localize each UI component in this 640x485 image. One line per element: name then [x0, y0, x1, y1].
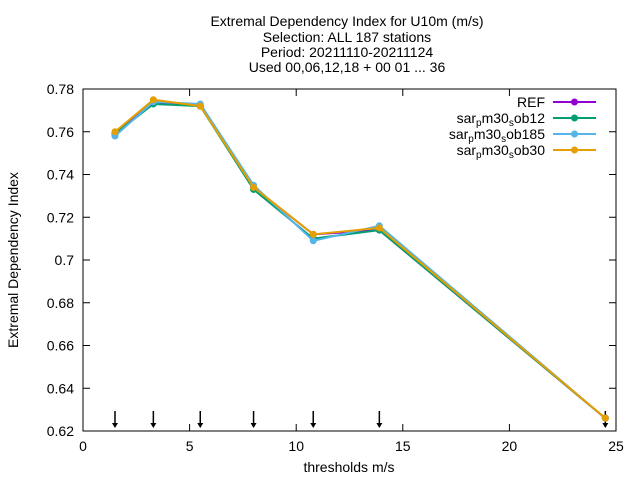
threshold-arrow [111, 411, 118, 428]
threshold-arrow [310, 411, 317, 428]
legend-label: sarpm30sob12 [457, 110, 546, 129]
legend-marker [571, 130, 578, 138]
x-tick-label: 5 [186, 438, 194, 454]
chart-title-line-3: Period: 20211110-20211124 [261, 44, 434, 60]
chart-title-line-2: Selection: ALL 187 stations [263, 29, 431, 45]
data-point [149, 96, 157, 104]
x-tick-label: 15 [395, 438, 411, 454]
x-axis-label: thresholds m/s [303, 459, 394, 475]
chart-title-line-1: Extremal Dependency Index for U10m (m/s) [210, 13, 483, 29]
chart-title: Extremal Dependency Index for U10m (m/s)… [210, 13, 483, 75]
y-tick-label: 0.66 [47, 338, 74, 354]
y-tick-label: 0.74 [47, 167, 74, 183]
legend-marker [571, 98, 578, 106]
y-tick-label: 0.64 [47, 380, 74, 396]
chart-title-line-4: Used 00,06,12,18 + 00 01 ... 36 [249, 59, 446, 75]
y-axis-label: Extremal Dependency Index [5, 172, 21, 348]
legend-marker [571, 146, 578, 154]
data-point [375, 224, 383, 232]
threshold-arrow [376, 411, 383, 428]
x-tick-label: 25 [608, 438, 624, 454]
y-tick-label: 0.72 [47, 209, 74, 225]
data-point [309, 230, 317, 238]
x-tick-label: 20 [502, 438, 518, 454]
y-tick-label: 0.62 [47, 423, 74, 439]
legend-label: sarpm30sob30 [457, 142, 546, 161]
x-tick-label: 10 [288, 438, 304, 454]
data-point [111, 128, 119, 136]
x-tick-label: 0 [79, 438, 87, 454]
legend-label: REF [517, 94, 545, 110]
y-tick-label: 0.76 [47, 124, 74, 140]
threshold-arrow [197, 411, 204, 428]
legend-label: sarpm30sob185 [449, 126, 545, 145]
legend-entry: sarpm30sob12 [457, 110, 596, 129]
y-tick-label: 0.78 [47, 81, 74, 97]
legend-marker [571, 114, 578, 122]
data-point [196, 102, 204, 110]
data-point [601, 414, 609, 422]
legend-entry: sarpm30sob185 [449, 126, 596, 145]
y-tick-label: 0.68 [47, 295, 74, 311]
y-tick-label: 0.7 [55, 252, 75, 268]
legend-entry: sarpm30sob30 [457, 142, 596, 161]
threshold-markers [111, 411, 609, 428]
series [111, 96, 609, 422]
threshold-arrow [250, 411, 257, 428]
threshold-arrow [150, 411, 157, 428]
series-group [111, 96, 609, 422]
axis-ticks: 0.62 0.64 0.66 0.68 0.7 0.72 0.74 0.76 0.78 0 5 10 1… [47, 81, 624, 454]
data-point [250, 183, 258, 191]
legend-entry: REF [517, 94, 596, 110]
data-point [309, 237, 317, 245]
